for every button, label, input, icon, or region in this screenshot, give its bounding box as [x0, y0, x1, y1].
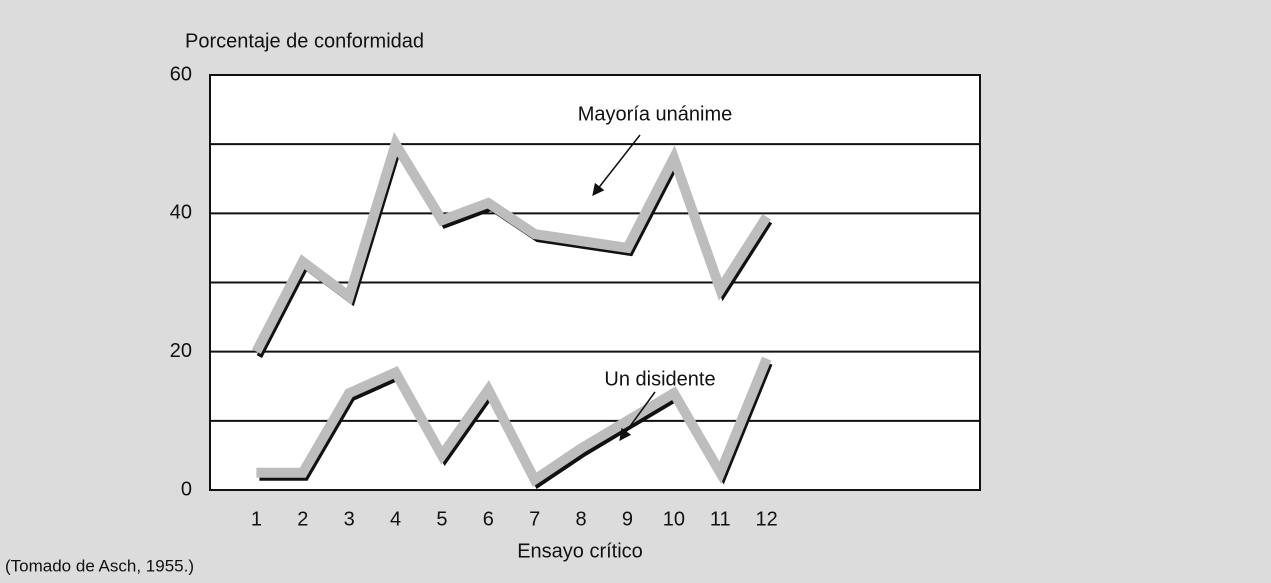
- line: [256, 356, 772, 487]
- y-axis-label: Porcentaje de conformidad: [185, 30, 424, 52]
- y-tick-label: 0: [181, 478, 192, 500]
- x-tick-label: 4: [390, 508, 401, 530]
- y-tick-label: 20: [170, 340, 192, 362]
- x-tick-label: 12: [756, 508, 778, 530]
- x-tick-label: 1: [251, 508, 262, 530]
- series-label: Mayoría unánime: [578, 103, 733, 125]
- x-tick-label: 3: [344, 508, 355, 530]
- x-tick-label: 2: [297, 508, 308, 530]
- line: [251, 132, 771, 354]
- x-tick-label: 6: [483, 508, 494, 530]
- y-tick-label: 40: [170, 202, 192, 224]
- x-tick-label: 9: [622, 508, 633, 530]
- x-tick-label: 11: [710, 508, 731, 530]
- x-tick-label: 7: [529, 508, 540, 530]
- annotation-arrow: [619, 391, 656, 441]
- x-tick-label: 10: [663, 508, 685, 530]
- x-axis-label: Ensayo crítico: [517, 540, 643, 562]
- x-tick-label: 5: [436, 508, 447, 530]
- source-note: (Tomado de Asch, 1955.): [5, 556, 194, 575]
- x-tick-label: 8: [576, 508, 587, 530]
- annotation-arrow: [592, 134, 641, 196]
- y-tick-label: 60: [170, 63, 192, 85]
- series-label: Un disidente: [604, 368, 715, 390]
